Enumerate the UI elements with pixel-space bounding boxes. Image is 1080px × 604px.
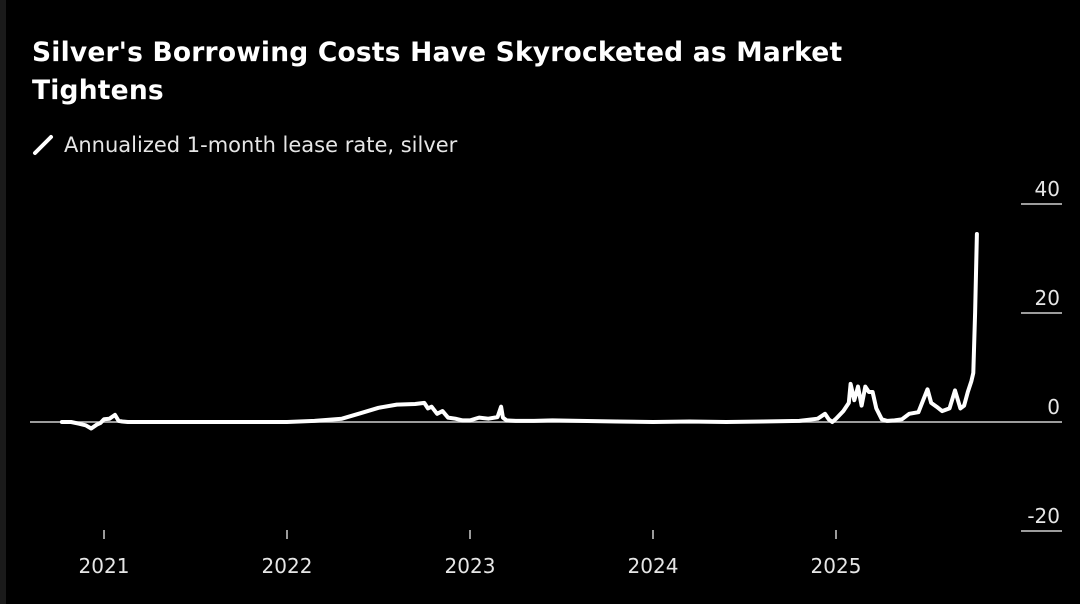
y-tick-label: -20 bbox=[1027, 504, 1060, 528]
y-axis: 40 20 0 -20 bbox=[30, 177, 1062, 532]
y-tick-label: 0 bbox=[1047, 395, 1060, 419]
legend: Annualized 1-month lease rate, silver bbox=[32, 130, 457, 160]
y-tick-label: 20 bbox=[1035, 286, 1060, 310]
x-tick-label: 2021 bbox=[79, 554, 130, 578]
series-line-silver-lease-rate bbox=[59, 232, 979, 431]
y-tick-label: 40 bbox=[1035, 177, 1060, 201]
left-edge-strip bbox=[0, 0, 6, 604]
x-tick-label: 2023 bbox=[445, 554, 496, 578]
x-tick-label: 2024 bbox=[628, 554, 679, 578]
x-tick-label: 2025 bbox=[811, 554, 862, 578]
series-group bbox=[59, 232, 979, 431]
x-axis: 2021 2022 2023 2024 2025 bbox=[79, 530, 862, 578]
legend-line-swatch-icon bbox=[33, 135, 53, 155]
legend-label: Annualized 1-month lease rate, silver bbox=[64, 133, 458, 157]
x-tick-label: 2022 bbox=[262, 554, 313, 578]
chart-title: Silver's Borrowing Costs Have Skyrockete… bbox=[32, 37, 843, 106]
